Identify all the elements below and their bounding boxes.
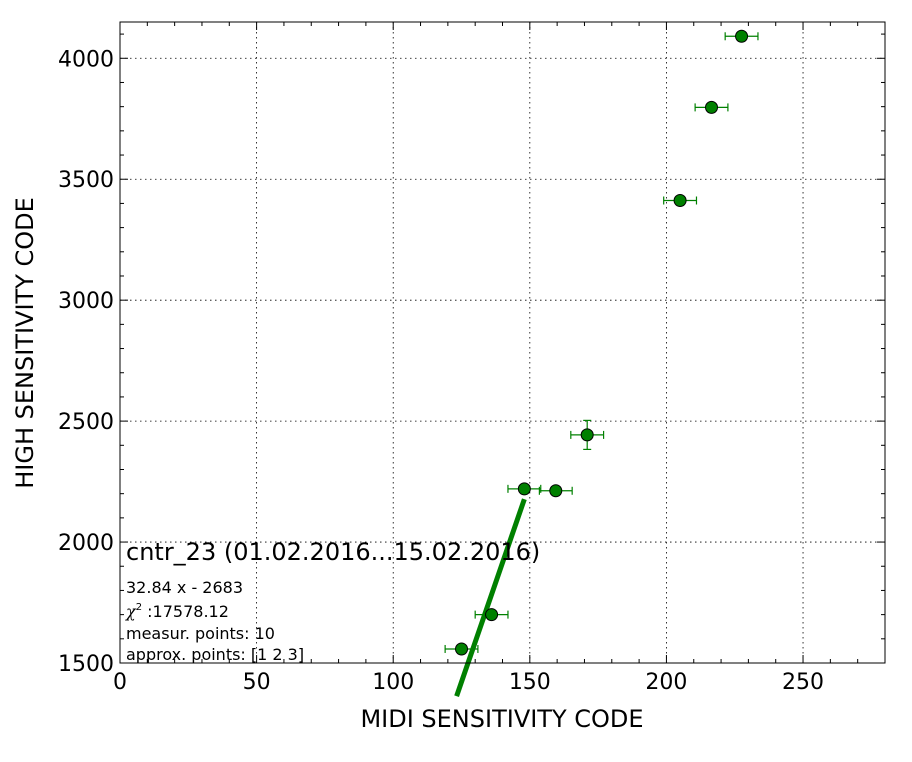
x-tick-label: 250 bbox=[782, 670, 824, 695]
chi-symbol: χ bbox=[125, 602, 137, 621]
data-point bbox=[549, 484, 563, 498]
data-point bbox=[735, 29, 749, 43]
x-axis-label: MIDI SENSITIVITY CODE bbox=[360, 705, 643, 733]
y-tick-label: 3500 bbox=[58, 168, 114, 193]
y-tick-labels: 1500 2000 2500 3000 3500 4000 bbox=[58, 47, 114, 677]
data-point bbox=[673, 194, 687, 208]
annotation-box: cntr_23 (01.02.2016...15.02.2016) 32.84 … bbox=[125, 538, 540, 664]
x-tick-label: 0 bbox=[113, 670, 127, 695]
data-point bbox=[517, 482, 531, 496]
annotation-title: cntr_23 (01.02.2016...15.02.2016) bbox=[126, 538, 540, 566]
y-tick-label: 1500 bbox=[58, 652, 114, 677]
x-tick-label: 200 bbox=[645, 670, 687, 695]
data-point bbox=[455, 642, 469, 656]
chi-square-line: χ2 :17578.12 bbox=[125, 602, 229, 621]
fit-equation: 32.84 x - 2683 bbox=[126, 578, 243, 597]
plot-frame bbox=[119, 21, 886, 664]
grid bbox=[120, 22, 885, 663]
data-points bbox=[455, 29, 749, 656]
measur-points: measur. points: 10 bbox=[126, 624, 275, 643]
x-tick-labels: 0 50 100 150 200 250 bbox=[113, 670, 824, 695]
chi-square-value: :17578.12 bbox=[142, 602, 229, 621]
x-tick-label: 100 bbox=[372, 670, 414, 695]
y-tick-label: 4000 bbox=[58, 47, 114, 72]
data-point bbox=[580, 428, 594, 442]
y-tick-label: 2500 bbox=[58, 410, 114, 435]
y-tick-label: 2000 bbox=[58, 531, 114, 556]
approx-points: approx. points: [1 2 3] bbox=[126, 645, 304, 664]
data-point bbox=[485, 608, 499, 622]
x-tick-label: 50 bbox=[243, 670, 271, 695]
x-tick-label: 150 bbox=[509, 670, 551, 695]
y-axis-label: HIGH SENSITIVITY CODE bbox=[11, 197, 39, 489]
minor-ticks bbox=[120, 22, 886, 663]
chi-superscript: 2 bbox=[136, 602, 142, 613]
y-tick-label: 3000 bbox=[58, 289, 114, 314]
data-point bbox=[705, 100, 719, 114]
